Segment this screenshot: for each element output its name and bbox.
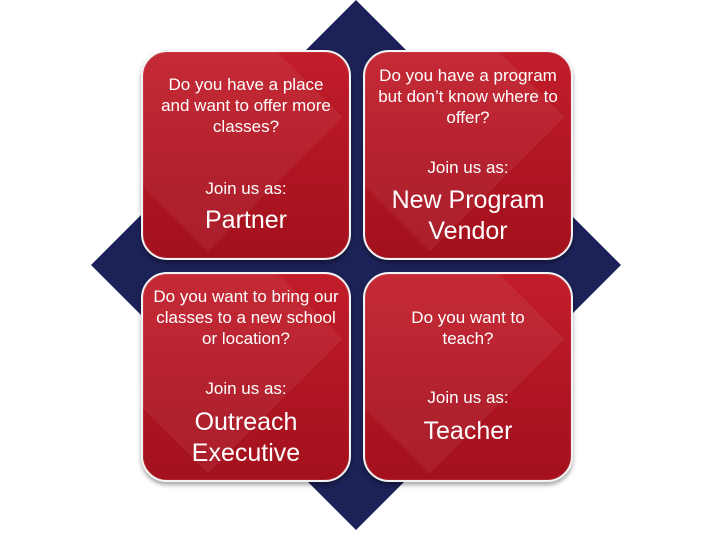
vendor-question: Do you have a program but don’t know whe… — [378, 66, 558, 127]
vendor-role: New Program Vendor — [391, 186, 545, 245]
vendor-join-label: Join us as: — [427, 158, 509, 177]
partner-join-label: Join us as: — [205, 179, 287, 198]
outreach-join-label: Join us as: — [205, 379, 287, 398]
outreach-role: Outreach Executive — [191, 408, 301, 467]
partner-role: Partner — [205, 206, 287, 234]
teacher-card: Do you want to teach? Join us as: Teache… — [363, 272, 573, 482]
partner-card: Do you have a place and want to offer mo… — [141, 50, 351, 260]
teacher-question: Do you want to teach? — [411, 308, 525, 348]
teacher-join-label: Join us as: — [427, 388, 509, 407]
outreach-question: Do you want to bring our classes to a ne… — [153, 287, 339, 348]
outreach-executive-card: Do you want to bring our classes to a ne… — [141, 272, 351, 482]
new-program-vendor-card: Do you have a program but don’t know whe… — [363, 50, 573, 260]
partner-question: Do you have a place and want to offer mo… — [161, 75, 331, 136]
teacher-role: Teacher — [423, 417, 513, 445]
